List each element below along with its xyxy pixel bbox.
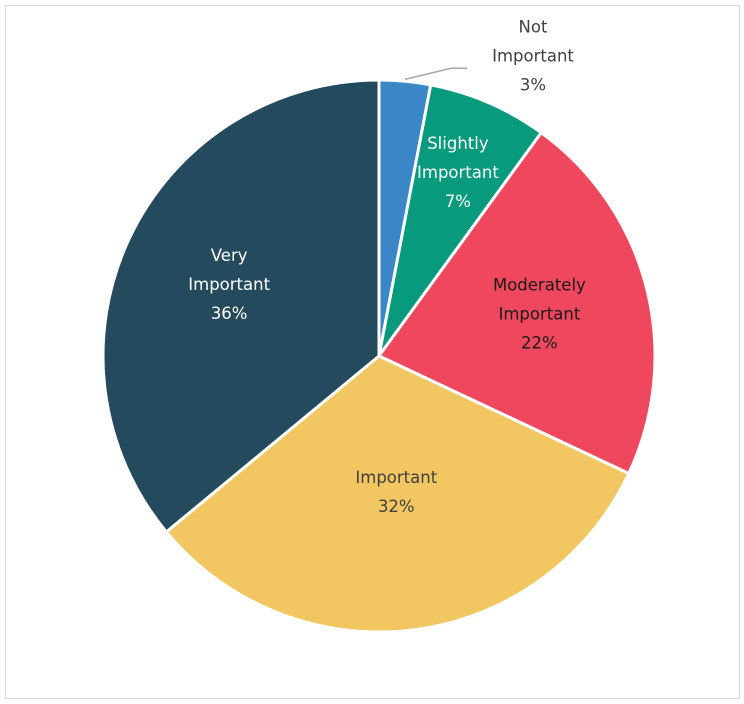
data-label-pct-slightly-important: 7% [445,192,471,211]
data-label-pct-very-important: 36% [211,304,248,323]
labels-layer: Not Important 3% Slightly Important 7% Moderat… [188,18,586,516]
data-label-name-very-important: Very [211,246,248,265]
pie-slice-important [164,354,631,634]
data-label-name-slightly-important: Slightly [427,134,489,153]
data-label-pct-important: 32% [378,497,415,516]
data-label-name-moderately-important: Moderately [493,275,586,294]
leader-layer [404,67,467,80]
data-label-name-moderately-important: Important [498,304,580,323]
data-label-name-very-important: Important [188,275,270,294]
data-label-name-important: Important [355,468,437,487]
data-label-pct-moderately-important: 22% [521,333,558,352]
data-label-name-not-important: Important [492,47,574,66]
pie-slice-slightly-important [377,83,543,358]
data-label-pct-not-important: 3% [520,76,546,95]
slices-layer [101,78,657,634]
pie-slice-very-important [101,78,381,534]
leader-line-not-important [404,67,467,80]
data-label-name-not-important: Not [519,18,548,37]
data-label-name-slightly-important: Important [417,163,499,182]
